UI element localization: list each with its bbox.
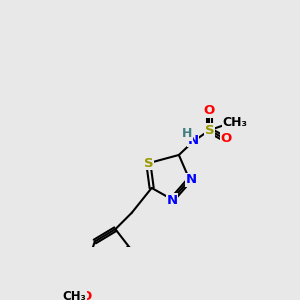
Text: N: N [167,194,178,207]
Text: N: N [186,173,197,186]
Text: CH₃: CH₃ [222,116,248,128]
Text: O: O [80,290,91,300]
Text: O: O [220,132,232,145]
Text: O: O [204,104,215,117]
Text: N: N [187,134,198,147]
Text: S: S [143,157,153,170]
Text: CH₃: CH₃ [62,290,86,300]
Text: S: S [205,124,214,137]
Text: H: H [182,127,192,140]
